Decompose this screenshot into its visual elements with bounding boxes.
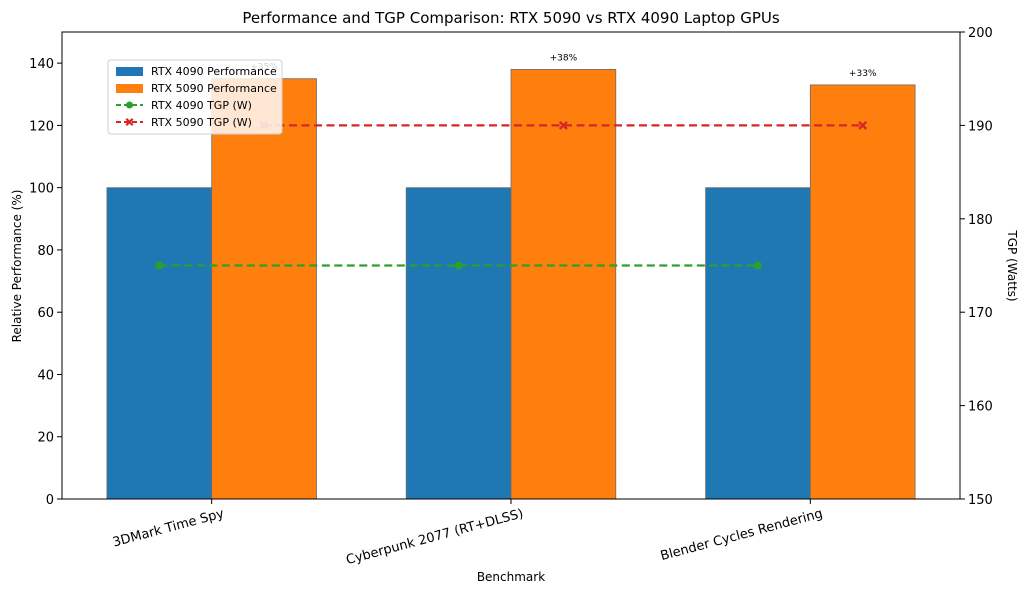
y-tick-label-0: 0 <box>46 493 54 508</box>
y2-tick-label-4: 190 <box>968 119 993 134</box>
legend-label-rtx5090-performance: RTX 5090 Performance <box>151 82 277 95</box>
bar-rtx5090-0 <box>211 78 317 500</box>
bar-rtx4090-2 <box>705 187 811 500</box>
legend-marker-rtx4090-tgp <box>126 101 133 109</box>
y2-tick-label-0: 150 <box>968 493 993 508</box>
x-tick-label-0: 3DMark Time Spy <box>111 506 226 550</box>
point-rtx4090-tgp-1 <box>454 261 463 270</box>
point-rtx4090-tgp-2 <box>753 261 762 270</box>
bar-rtx4090-1 <box>405 187 512 500</box>
annotation-label-2: +33% <box>849 69 877 79</box>
y-tick-label-5: 100 <box>29 182 54 197</box>
legend-box <box>107 59 283 135</box>
y2-tick-label-2: 170 <box>968 306 993 321</box>
y2-axis-label: TGP (Watts) <box>1005 229 1019 301</box>
x-tick-label-1: Cyberpunk 2077 (RT+DLSS) <box>345 506 525 568</box>
y-tick-label-2: 40 <box>37 368 54 383</box>
x-axis-label: Benchmark <box>477 570 545 584</box>
point-rtx5090-tgp-1 <box>558 120 568 130</box>
legend-label-rtx5090-tgp: RTX 5090 TGP (W) <box>151 116 252 129</box>
bar-rtx5090-1 <box>510 69 617 500</box>
chart-title: Performance and TGP Comparison: RTX 5090… <box>242 9 780 27</box>
legend-label-rtx4090-tgp: RTX 4090 TGP (W) <box>151 99 252 112</box>
legend: RTX 4090 Performance RTX 5090 Performance… <box>107 59 283 135</box>
point-rtx4090-tgp-0 <box>155 261 164 270</box>
legend-swatch-rtx5090-performance <box>116 84 143 93</box>
legend-marker-rtx5090-tgp <box>125 118 134 126</box>
y-axis-label: Relative Performance (%) <box>10 190 24 343</box>
legend-label-rtx4090-performance: RTX 4090 Performance <box>151 65 277 78</box>
point-rtx5090-tgp-2 <box>858 120 868 130</box>
annotation-label-1: +38% <box>550 53 578 63</box>
y-tick-label-4: 80 <box>37 244 54 259</box>
y-tick-label-7: 140 <box>29 57 54 72</box>
y2-tick-label-5: 200 <box>968 26 993 41</box>
y-tick-label-1: 20 <box>37 431 54 446</box>
bar-rtx4090-0 <box>106 187 213 500</box>
x-tick-label-2: Blender Cycles Rendering <box>659 506 824 564</box>
bar-rtx5090-2 <box>809 84 916 500</box>
y-tick-label-6: 120 <box>29 119 54 134</box>
y2-tick-label-1: 160 <box>968 400 993 415</box>
y-tick-label-3: 60 <box>37 306 54 321</box>
legend-swatch-rtx4090-performance <box>116 67 143 76</box>
y2-tick-label-3: 180 <box>968 213 993 228</box>
